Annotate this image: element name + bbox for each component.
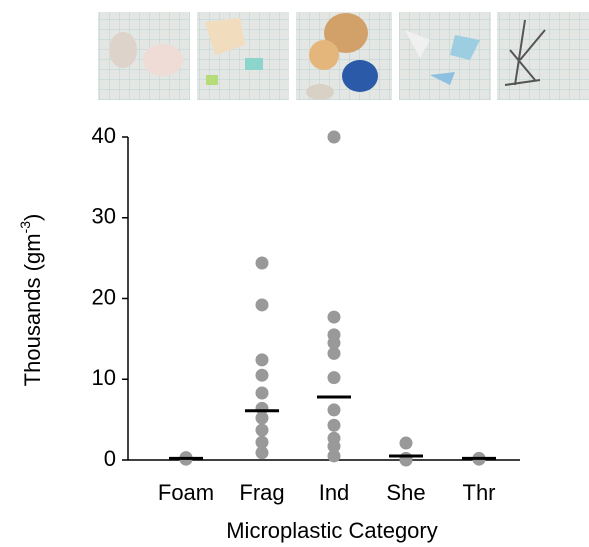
point: [255, 256, 269, 270]
point: [255, 435, 269, 449]
point: [327, 371, 341, 385]
point: [255, 423, 269, 437]
x-tick-label: She: [386, 480, 425, 505]
photo-item: [342, 60, 378, 92]
photo-item: [206, 75, 218, 85]
point: [327, 336, 341, 350]
photo-item: [205, 18, 245, 55]
photo-item: [405, 30, 430, 58]
photos: [98, 12, 589, 100]
photo-item: [504, 19, 546, 86]
y-label-main: Thousands (gm: [20, 233, 45, 386]
y-tick-label: 10: [92, 365, 116, 390]
point: [327, 403, 341, 417]
photo-item: [143, 44, 183, 76]
photo-item: [309, 40, 339, 70]
y-label-end: ): [20, 214, 45, 221]
point: [327, 449, 341, 463]
point: [327, 130, 341, 144]
point: [399, 436, 413, 450]
y-tick-label: 0: [104, 446, 116, 471]
x-tick-label: Foam: [158, 480, 214, 505]
point: [255, 446, 269, 460]
y-label-sup: -3: [17, 221, 33, 234]
y-tick-label: 40: [92, 123, 116, 148]
photo-item: [109, 32, 137, 68]
x-tick-label: Ind: [319, 480, 350, 505]
photo-item: [306, 84, 334, 100]
photo-item: [245, 58, 263, 70]
x-tick-label: Thr: [463, 480, 496, 505]
y-axis-label: Thousands (gm-3): [17, 214, 45, 387]
x-tick-label: Frag: [239, 480, 284, 505]
point: [327, 439, 341, 453]
point: [255, 298, 269, 312]
point: [327, 346, 341, 360]
point: [255, 353, 269, 367]
y-tick-label: 30: [92, 204, 116, 229]
y-tick-label: 20: [92, 284, 116, 309]
point: [327, 418, 341, 432]
point: [327, 310, 341, 324]
photo-item: [450, 35, 480, 60]
point: [255, 386, 269, 400]
photo-item: [430, 72, 455, 85]
x-axis-label: Microplastic Category: [226, 518, 438, 543]
point: [255, 411, 269, 425]
photo-thr: [497, 12, 589, 100]
photo-she: [399, 12, 491, 100]
photo-item: [324, 13, 368, 53]
point: [255, 368, 269, 382]
